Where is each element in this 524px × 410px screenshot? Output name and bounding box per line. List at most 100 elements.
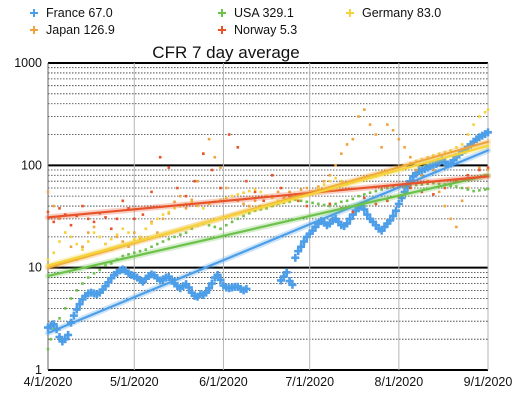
data-point [81, 204, 84, 208]
data-point [178, 233, 182, 236]
data-point [104, 264, 107, 267]
data-point [63, 231, 67, 234]
data-point [409, 186, 412, 190]
data-point [92, 272, 96, 275]
data-point [184, 231, 188, 234]
data-point [394, 199, 403, 208]
data-point [144, 248, 148, 251]
data-point [351, 137, 355, 141]
x-tick-label: 7/1/2020 [285, 375, 334, 389]
data-point [104, 242, 107, 246]
data-point [167, 210, 171, 214]
data-point [259, 190, 263, 194]
data-point [75, 242, 79, 246]
y-tick-label: 1 [35, 363, 42, 377]
data-point [245, 179, 248, 183]
data-point [282, 268, 291, 277]
data-point [380, 188, 383, 191]
plot-area [44, 108, 492, 351]
data-point [213, 270, 222, 279]
data-point [340, 179, 343, 183]
data-point [190, 227, 194, 231]
data-point [167, 166, 171, 169]
data-point [178, 194, 182, 198]
data-point [328, 179, 332, 183]
data-point [109, 227, 113, 231]
data-point [455, 146, 458, 149]
data-point [155, 242, 159, 246]
data-point [397, 137, 401, 141]
data-point [360, 205, 369, 214]
y-axis: 1 10 100 1000 [14, 56, 42, 377]
data-point [86, 231, 90, 234]
data-point [322, 203, 326, 207]
data-point [236, 146, 240, 149]
data-point [132, 217, 136, 221]
data-point [386, 123, 389, 126]
data-point [81, 248, 84, 251]
data-point [414, 183, 418, 187]
data-point [426, 182, 429, 186]
data-point [455, 225, 458, 229]
data-point [363, 196, 366, 200]
data-point [391, 185, 395, 188]
data-point [305, 200, 309, 204]
data-point [52, 204, 56, 208]
x-tick-label: 4/1/2020 [24, 375, 73, 389]
data-point [386, 186, 389, 190]
data-point [115, 217, 119, 221]
data-point [305, 204, 309, 208]
legend-label: USA 329.1 [234, 6, 294, 20]
data-point [288, 190, 291, 194]
data-point [357, 115, 360, 118]
data-point [449, 184, 452, 188]
data-point [132, 231, 136, 234]
data-point [486, 108, 490, 111]
data-point [219, 166, 222, 169]
data-point [138, 237, 142, 241]
data-point [61, 335, 70, 344]
data-point [363, 108, 366, 111]
data-point [460, 143, 464, 146]
data-point [426, 155, 429, 159]
data-point [201, 207, 205, 210]
data-point [297, 242, 306, 251]
data-point [150, 245, 153, 249]
data-point [150, 190, 153, 194]
data-point [317, 202, 320, 206]
data-point [81, 282, 84, 285]
legend-marker [218, 9, 226, 17]
data-point [414, 168, 418, 172]
data-point [207, 137, 211, 141]
data-point [127, 207, 130, 210]
data-point [132, 237, 136, 241]
data-point [403, 185, 406, 188]
data-point [225, 196, 228, 200]
trend-line-2 [46, 174, 490, 278]
data-point [345, 143, 349, 146]
data-point [443, 150, 447, 154]
data-point [121, 199, 125, 203]
grid [47, 62, 489, 371]
data-point [69, 245, 73, 249]
data-point [334, 202, 337, 206]
data-point [64, 330, 73, 339]
data-point [486, 187, 490, 191]
data-point [104, 278, 113, 287]
data-point [299, 188, 303, 191]
data-point [466, 188, 470, 191]
data-point [63, 307, 67, 310]
data-point [49, 337, 53, 341]
data-point [184, 207, 188, 210]
data-point [357, 194, 360, 198]
data-point [46, 190, 50, 194]
chart-title: CFR 7 day average [152, 43, 299, 62]
data-point [69, 223, 73, 227]
x-tick-label: 9/1/2020 [464, 375, 513, 389]
x-axis: 4/1/2020 5/1/2020 6/1/2020 7/1/2020 8/1/2020… [24, 375, 513, 389]
data-point [386, 216, 395, 225]
data-point [305, 186, 309, 190]
data-point [340, 152, 343, 155]
